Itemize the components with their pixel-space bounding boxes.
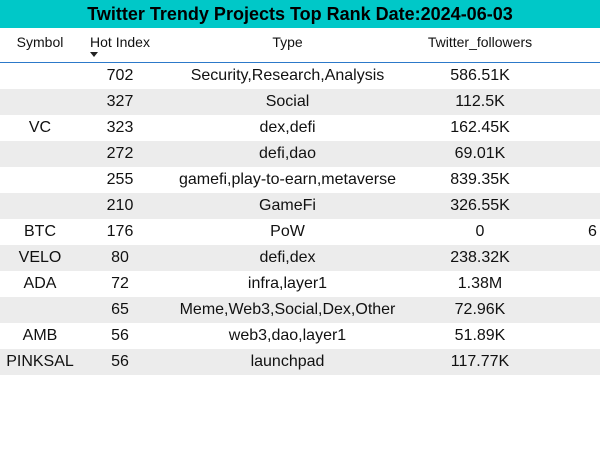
hot-index-cell: 210 [106,197,134,214]
extra-cell [588,89,600,115]
type-cell: web3,dao,layer1 [228,327,347,344]
symbol-cell [0,193,80,219]
hot-index-cell: 327 [106,93,134,110]
hot-index-cell: 72 [111,275,129,292]
twitter-followers-cell: 117.77K [450,353,510,370]
table-row[interactable]: 272 defi,dao 69.01K [0,141,600,167]
table-title: Twitter Trendy Projects Top Rank Date:20… [0,0,600,28]
type-cell: defi,dao [259,145,316,162]
hot-index-cell: 56 [111,327,129,344]
table-row[interactable]: 65 Meme,Web3,Social,Dex,Other 72.96K [0,297,600,323]
twitter-followers-cell: 72.96K [454,301,506,318]
column-header-twitter-followers[interactable]: Twitter_followers [427,34,533,50]
table-row[interactable]: AMB 56 web3,dao,layer1 51.89K [0,323,600,349]
twitter-followers-cell: 162.45K [450,119,510,136]
column-header-type[interactable]: Type [272,34,303,50]
symbol-cell [0,141,80,167]
type-cell: infra,layer1 [247,275,328,292]
extra-cell [588,167,600,193]
twitter-followers-cell: 51.89K [454,327,506,344]
hot-index-cell: 702 [106,67,134,84]
type-cell: launchpad [250,353,325,370]
hot-index-cell: 80 [111,249,129,266]
type-cell: gamefi,play-to-earn,metaverse [179,171,396,188]
column-header-hot-index[interactable]: Hot Index [90,34,150,50]
table-row[interactable]: 255 gamefi,play-to-earn,metaverse 839.35… [0,167,600,193]
type-cell: Meme,Web3,Social,Dex,Other [179,301,396,318]
symbol-cell [0,63,80,89]
table-row[interactable]: VELO 80 defi,dex 238.32K [0,245,600,271]
twitter-followers-cell: 0 [475,223,485,240]
twitter-followers-cell: 586.51K [450,67,510,84]
hot-index-cell: 176 [106,223,134,240]
type-cell: PoW [270,223,305,240]
symbol-cell: BTC [24,223,56,240]
extra-cell [588,271,600,297]
table-row[interactable]: 327 Social 112.5K [0,89,600,115]
extra-cell [588,141,600,167]
extra-cell [588,245,600,271]
symbol-cell: ADA [23,275,57,292]
table-row[interactable]: ADA 72 infra,layer1 1.38M [0,271,600,297]
symbol-cell [0,297,80,323]
twitter-followers-cell: 69.01K [454,145,506,162]
extra-cell [588,323,600,349]
hot-index-cell: 65 [111,301,129,318]
symbol-cell: VC [28,119,52,136]
extra-cell: 6 [588,223,597,240]
twitter-followers-cell: 326.55K [450,197,510,214]
hot-index-cell: 255 [106,171,134,188]
symbol-cell [0,167,80,193]
table-row[interactable]: BTC 176 PoW 0 6 [0,219,600,245]
table-row[interactable]: 210 GameFi 326.55K [0,193,600,219]
twitter-followers-cell: 1.38M [457,275,503,292]
sort-descending-icon[interactable] [90,52,98,57]
type-cell: GameFi [259,197,316,214]
projects-table: Symbol Hot Index Type Twitter_followers … [0,28,600,375]
column-header-symbol[interactable]: Symbol [16,34,64,50]
extra-cell [588,349,600,375]
table-row[interactable]: VC 323 dex,defi 162.45K [0,115,600,141]
table-row[interactable]: 702 Security,Research,Analysis 586.51K [0,63,600,89]
hot-index-cell: 272 [106,145,134,162]
type-cell: Social [265,93,310,110]
extra-cell [588,63,600,89]
hot-index-cell: 56 [111,353,129,370]
table-header-row: Symbol Hot Index Type Twitter_followers [0,28,600,63]
type-cell: dex,defi [259,119,316,136]
twitter-followers-cell: 238.32K [450,249,510,266]
table-row[interactable]: PINKSAL 56 launchpad 117.77K [0,349,600,375]
symbol-cell: AMB [22,327,58,344]
hot-index-cell: 323 [106,119,134,136]
symbol-cell: PINKSAL [6,353,74,370]
twitter-followers-cell: 839.35K [450,171,510,188]
extra-cell [588,297,600,323]
symbol-cell: VELO [18,249,62,266]
extra-cell [588,115,600,141]
type-cell: Security,Research,Analysis [190,67,385,84]
symbol-cell [0,89,80,115]
type-cell: defi,dex [259,249,316,266]
extra-cell [588,193,600,219]
twitter-followers-cell: 112.5K [455,93,505,110]
